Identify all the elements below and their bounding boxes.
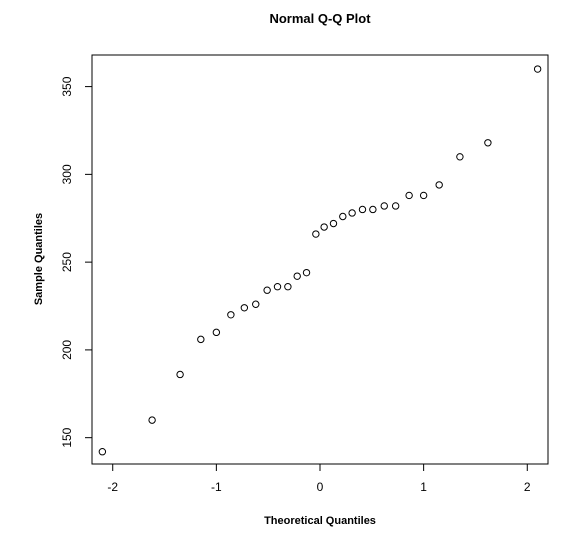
x-axis-label: Theoretical Quantiles bbox=[264, 515, 376, 527]
plot-frame bbox=[91, 54, 549, 465]
data-point bbox=[533, 65, 542, 73]
data-point bbox=[405, 191, 413, 200]
x-tick-label: -2 bbox=[107, 480, 118, 494]
data-points bbox=[98, 65, 542, 456]
data-point bbox=[252, 300, 260, 308]
data-point bbox=[273, 283, 282, 291]
chart-title: Normal Q-Q Plot bbox=[269, 11, 371, 26]
y-axis-label: Sample Quantiles bbox=[33, 213, 45, 305]
data-point bbox=[148, 416, 156, 424]
data-point bbox=[419, 191, 428, 200]
data-point bbox=[339, 212, 347, 221]
data-point bbox=[380, 202, 388, 210]
x-tick-label: 1 bbox=[420, 480, 427, 494]
data-point bbox=[484, 139, 492, 147]
y-tick-label: 300 bbox=[60, 164, 74, 184]
x-tick-label: -1 bbox=[211, 480, 222, 494]
x-tick-label: 2 bbox=[524, 480, 531, 494]
data-point bbox=[293, 272, 301, 280]
data-point bbox=[302, 268, 311, 277]
data-point bbox=[329, 219, 338, 228]
y-tick-label: 350 bbox=[60, 76, 74, 96]
data-point bbox=[312, 230, 320, 238]
data-point bbox=[212, 328, 221, 337]
data-point bbox=[227, 311, 235, 319]
data-point bbox=[284, 283, 292, 291]
data-point bbox=[263, 286, 271, 294]
data-point bbox=[98, 448, 107, 456]
x-axis: -2 -1 0 1 2 bbox=[107, 463, 531, 494]
data-point bbox=[435, 181, 443, 189]
data-point bbox=[456, 153, 464, 161]
y-tick-label: 200 bbox=[60, 340, 74, 360]
data-point bbox=[176, 370, 184, 379]
data-point bbox=[240, 304, 249, 312]
y-axis: 150 200 250 300 350 bbox=[60, 76, 93, 448]
data-point bbox=[369, 205, 377, 214]
data-point bbox=[358, 205, 367, 214]
y-tick-label: 150 bbox=[60, 427, 74, 447]
data-point bbox=[197, 335, 205, 344]
data-point bbox=[391, 202, 400, 210]
data-point bbox=[320, 223, 328, 231]
y-tick-label: 250 bbox=[60, 252, 74, 272]
data-point bbox=[348, 209, 356, 217]
x-tick-label: 0 bbox=[317, 480, 324, 494]
